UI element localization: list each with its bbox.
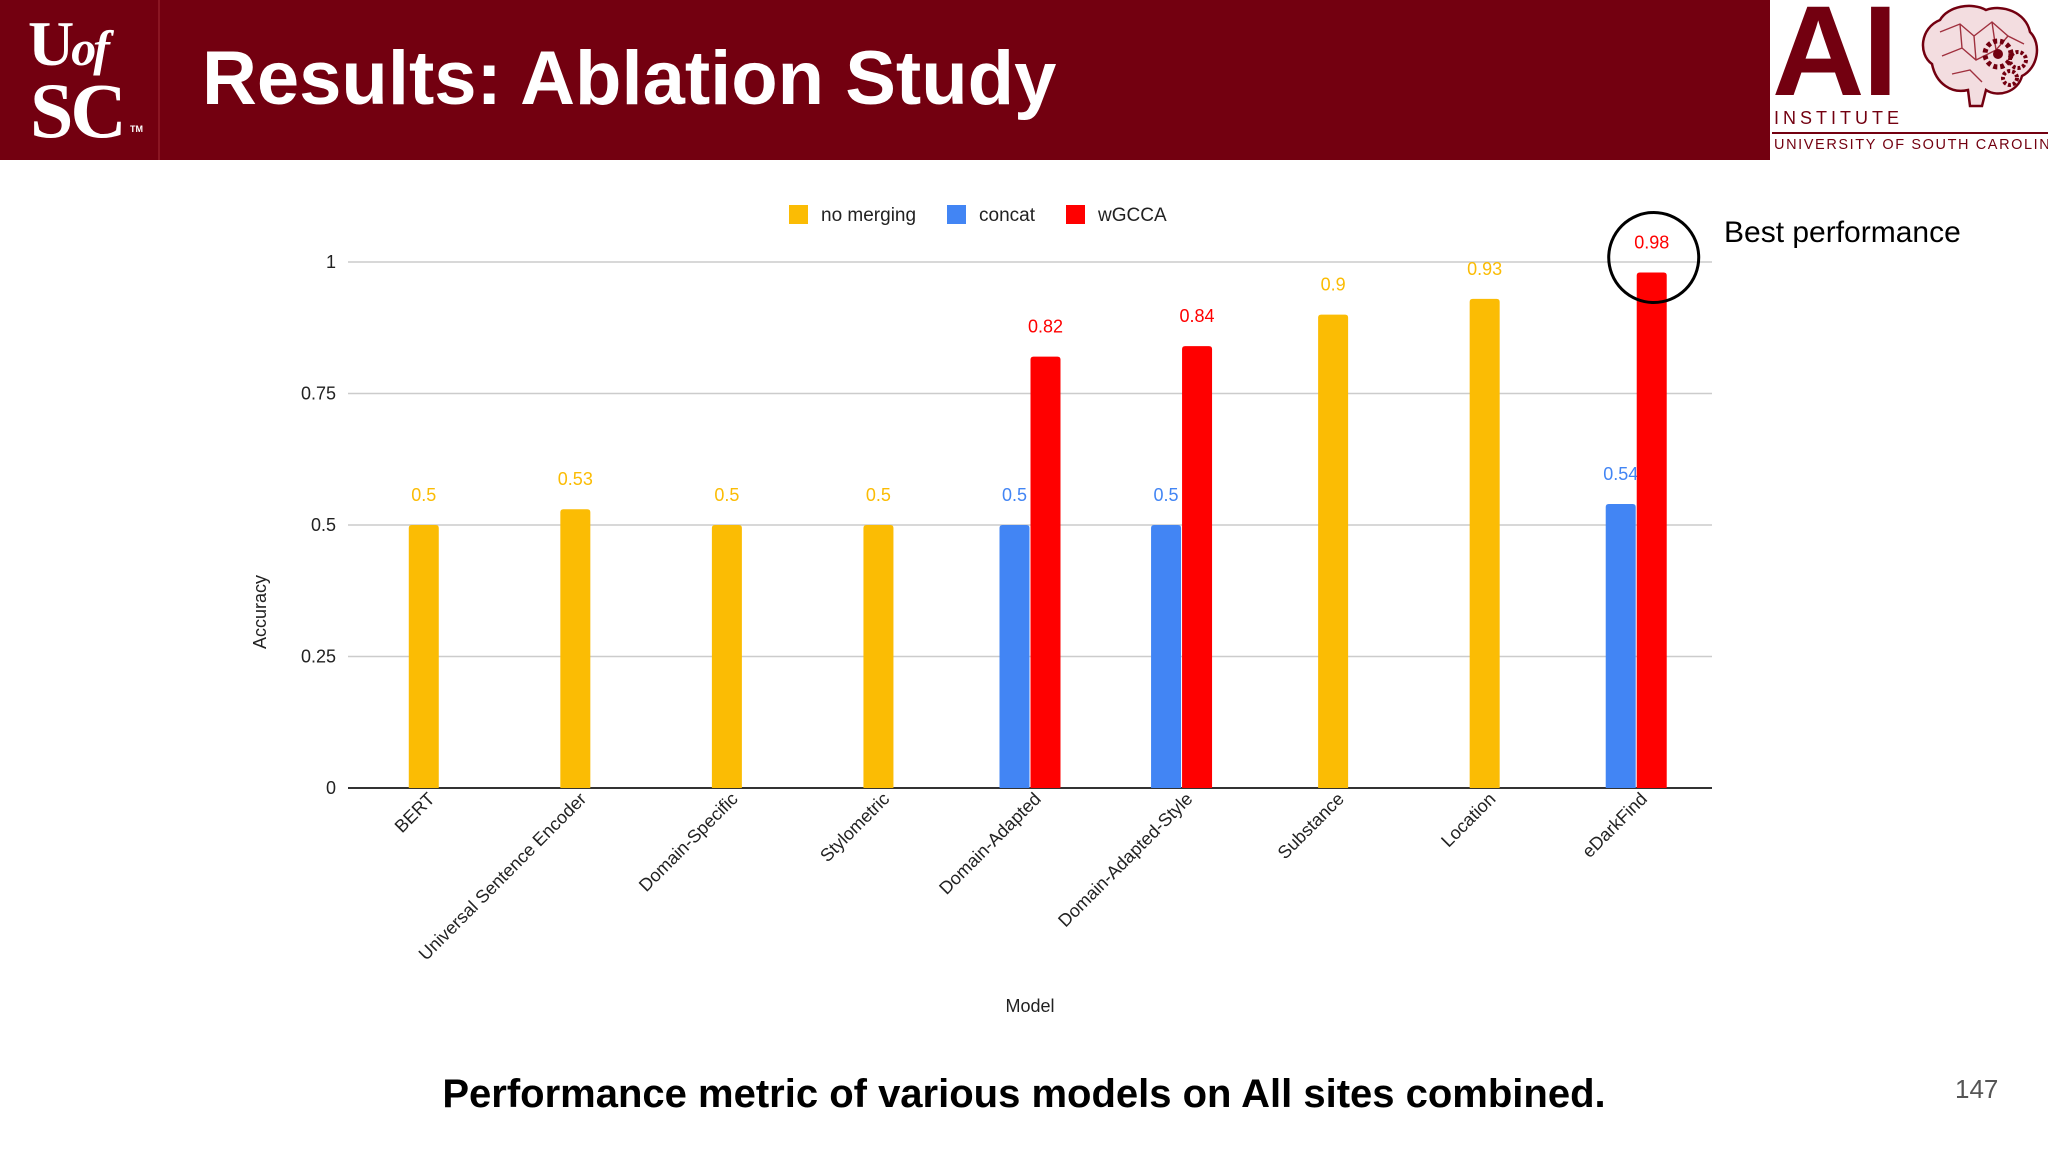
bar bbox=[1469, 298, 1500, 788]
y-tick-label: 1 bbox=[326, 252, 336, 272]
data-label: 0.54 bbox=[1603, 464, 1638, 484]
data-label: 0.5 bbox=[1154, 485, 1179, 505]
best-performance-circle bbox=[1607, 211, 1701, 305]
bar bbox=[408, 525, 439, 788]
x-tick-label: Domain-Adapted-Style bbox=[1054, 789, 1196, 931]
bar bbox=[1182, 346, 1213, 788]
ai-logo-rule bbox=[1772, 132, 2048, 134]
legend-label: concat bbox=[979, 205, 1036, 226]
uofsc-logo: Uof SC TM bbox=[0, 0, 160, 160]
legend-label: no merging bbox=[821, 205, 916, 226]
data-label: 0.5 bbox=[866, 485, 891, 505]
x-tick-label: Domain-Adapted bbox=[935, 789, 1045, 899]
x-tick-label: BERT bbox=[391, 789, 439, 837]
data-label: 0.82 bbox=[1028, 317, 1063, 337]
uofsc-logo-tm: TM bbox=[130, 124, 143, 134]
x-tick-label: Domain-Specific bbox=[635, 789, 742, 896]
title-banner bbox=[0, 0, 1770, 160]
data-label: 0.5 bbox=[411, 485, 436, 505]
data-label: 0.5 bbox=[1002, 485, 1027, 505]
x-tick-label: Substance bbox=[1274, 789, 1348, 863]
bar bbox=[999, 525, 1030, 788]
data-label: 0.84 bbox=[1180, 306, 1215, 326]
x-tick-label: Stylometric bbox=[816, 789, 893, 866]
y-tick-label: 0.5 bbox=[311, 515, 336, 535]
data-label: 0.5 bbox=[714, 485, 739, 505]
legend-swatch bbox=[789, 205, 808, 224]
legend-swatch bbox=[947, 205, 966, 224]
bar bbox=[863, 525, 894, 788]
slide-title: Results: Ablation Study bbox=[202, 36, 1057, 121]
bar bbox=[1030, 356, 1061, 788]
bar bbox=[1318, 314, 1349, 788]
brain-gears-icon bbox=[1921, 4, 2039, 108]
page-number: 147 bbox=[1955, 1074, 1999, 1104]
x-tick-label: eDarkFind bbox=[1578, 789, 1651, 862]
uofsc-logo-of: of bbox=[71, 20, 110, 76]
bar bbox=[1605, 503, 1636, 788]
legend-swatch bbox=[1066, 205, 1085, 224]
legend-label: wGCCA bbox=[1097, 205, 1167, 226]
uofsc-logo-u: U bbox=[28, 8, 74, 79]
data-label: 0.9 bbox=[1321, 275, 1346, 295]
data-label: 0.98 bbox=[1634, 233, 1669, 253]
ai-logo-text: AI bbox=[1772, 0, 1898, 123]
y-tick-label: 0.75 bbox=[301, 384, 336, 404]
x-tick-label: Universal Sentence Encoder bbox=[415, 789, 590, 964]
x-axis-title: Model bbox=[1005, 996, 1054, 1016]
bar bbox=[560, 509, 591, 788]
bar bbox=[1151, 525, 1182, 788]
slide-caption: Performance metric of various models on … bbox=[442, 1072, 1606, 1116]
best-performance-annotation: Best performance bbox=[1724, 216, 1961, 249]
ai-institute-logo: AI INSTITUTE UNIVERSITY OF SOUTH CAROLIN… bbox=[1772, 0, 2048, 160]
bar bbox=[711, 525, 742, 788]
data-label: 0.53 bbox=[558, 469, 593, 489]
y-axis-title: Accuracy bbox=[250, 575, 270, 649]
data-label: 0.93 bbox=[1467, 259, 1502, 279]
y-tick-label: 0 bbox=[326, 778, 336, 798]
uofsc-logo-sc: SC bbox=[30, 67, 127, 154]
bar bbox=[1636, 272, 1667, 788]
ai-logo-university: UNIVERSITY OF SOUTH CAROLINA bbox=[1774, 137, 2048, 153]
ai-logo-institute: INSTITUTE bbox=[1774, 108, 1903, 128]
y-tick-label: 0.25 bbox=[301, 647, 336, 667]
x-tick-label: Location bbox=[1437, 789, 1499, 851]
